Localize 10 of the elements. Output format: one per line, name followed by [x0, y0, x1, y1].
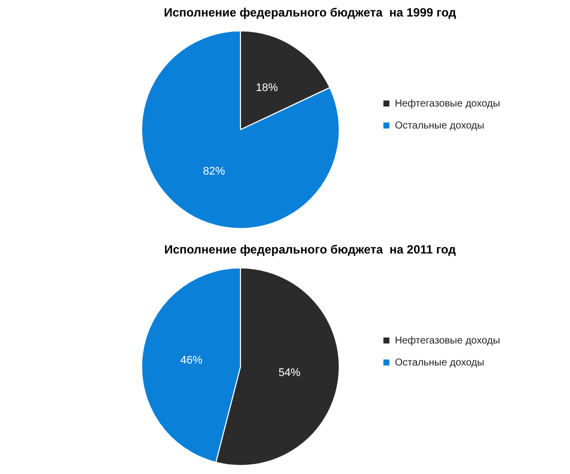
legend-label: Остальные доходы [394, 357, 484, 368]
data-label: 46% [180, 354, 203, 367]
chart-title: Исполнение федерального бюджета на 1999 год [164, 6, 457, 20]
data-label: 82% [202, 165, 226, 178]
data-label: 18% [256, 82, 278, 94]
legend-label: Нефтегазовые доходы [394, 98, 500, 110]
data-label: 54% [278, 366, 301, 379]
legend-label: Остальные доходы [394, 120, 484, 132]
chart-title: Исполнение федерального бюджета на 2011 год [164, 242, 456, 257]
legend-label: Нефтегазовые доходы [394, 335, 500, 346]
